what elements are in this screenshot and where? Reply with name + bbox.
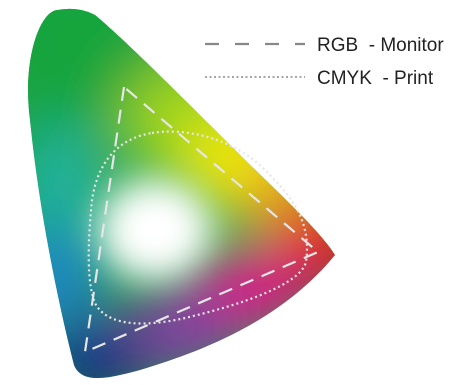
legend: RGB - Monitor CMYK - Print <box>205 35 444 89</box>
legend-rgb-label: RGB - Monitor <box>317 35 444 56</box>
cmyk-gamut <box>87 130 309 325</box>
legend-rgb: RGB - Monitor <box>205 35 444 56</box>
legend-cmyk: CMYK - Print <box>205 68 434 89</box>
legend-cmyk-label: CMYK - Print <box>317 68 434 89</box>
rgb-triangle <box>83 85 320 354</box>
